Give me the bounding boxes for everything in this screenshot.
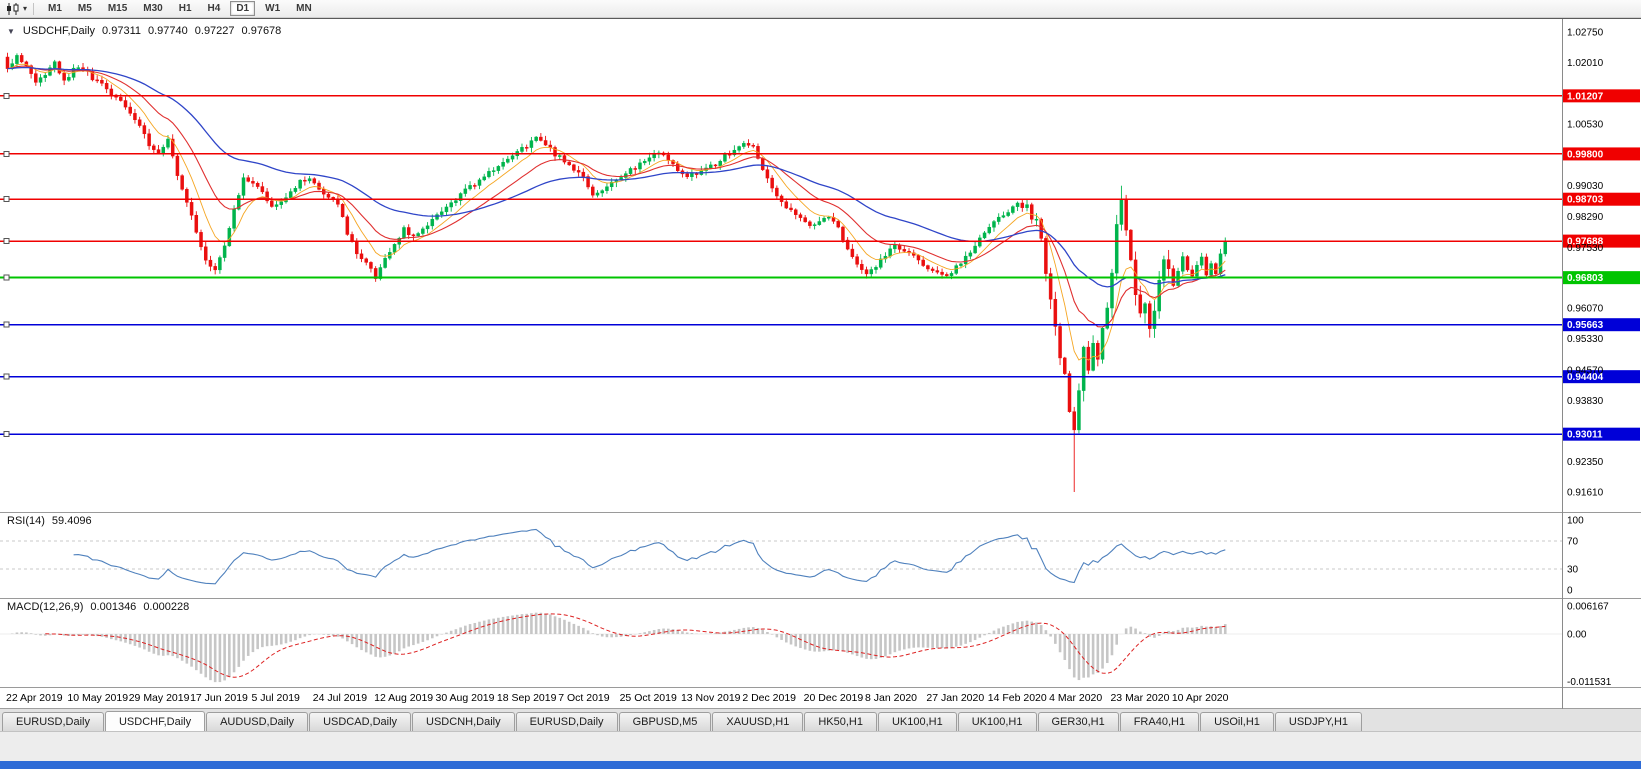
taskbar-strip [0,761,1641,769]
timeframe-button-m15[interactable]: M15 [102,1,133,16]
svg-text:0.98290: 0.98290 [1567,212,1604,223]
chart-tab-bar: EURUSD,Daily USDCHF,Daily AUDUSD,Daily USDC… [0,708,1641,731]
chart-area: 1.01207 0.99800 0.98703 0.97688 0.96803 0.956… [0,18,1641,709]
svg-text:0.006167: 0.006167 [1567,601,1609,612]
svg-text:0.92350: 0.92350 [1567,457,1604,468]
svg-text:70: 70 [1567,537,1579,548]
chart-tab-audusd-daily[interactable]: AUDUSD,Daily [206,712,309,731]
svg-text:0.98703: 0.98703 [1567,195,1604,206]
chart-tab-usdcnh-daily[interactable]: USDCNH,Daily [412,712,515,731]
svg-text:13 Nov 2019: 13 Nov 2019 [681,692,741,704]
toolbar-separator [33,2,35,15]
svg-text:0.96070: 0.96070 [1567,303,1604,314]
chart-tab-hk50-h1[interactable]: HK50,H1 [804,712,877,731]
svg-text:29 May 2019: 29 May 2019 [129,692,190,704]
status-area [0,731,1641,761]
svg-text:0.93011: 0.93011 [1567,430,1603,441]
svg-text:0.97688: 0.97688 [1567,237,1604,248]
chart-toolbar: ▾ M1 M5 M15 M30 H1 H4 D1 W1 MN [0,0,1641,18]
svg-text:0.93830: 0.93830 [1567,396,1604,407]
timeframe-button-w1[interactable]: W1 [259,1,286,16]
candlestick-glyph [7,2,19,15]
svg-text:1.00530: 1.00530 [1567,119,1604,130]
svg-text:0.99030: 0.99030 [1567,181,1604,192]
timeframe-button-m5[interactable]: M5 [72,1,98,16]
svg-text:-0.011531: -0.011531 [1567,677,1612,688]
svg-text:0.97530: 0.97530 [1567,243,1604,254]
svg-text:20 Dec 2019: 20 Dec 2019 [804,692,864,704]
svg-text:0.95330: 0.95330 [1567,334,1604,345]
svg-text:1.02750: 1.02750 [1567,28,1604,39]
svg-text:100: 100 [1567,516,1584,527]
svg-text:17 Jun 2019: 17 Jun 2019 [190,692,248,704]
chart-tab-fra40-h1[interactable]: FRA40,H1 [1119,712,1200,731]
timeframe-button-h4[interactable]: H4 [202,1,227,16]
svg-text:23 Mar 2020: 23 Mar 2020 [1110,692,1169,704]
svg-text:30 Aug 2019: 30 Aug 2019 [436,692,495,704]
svg-text:1.02010: 1.02010 [1567,58,1604,69]
svg-text:0.96803: 0.96803 [1567,273,1604,284]
svg-text:0.99800: 0.99800 [1567,149,1604,160]
svg-text:0.95663: 0.95663 [1567,320,1604,331]
timeframe-button-d1[interactable]: D1 [230,1,256,16]
chart-tab-gbpusd-m5[interactable]: GBPUSD,M5 [618,712,712,731]
svg-text:8 Jan 2020: 8 Jan 2020 [865,692,917,704]
svg-text:30: 30 [1567,565,1579,576]
chart-tab-uk100-h1[interactable]: UK100,H1 [877,712,957,731]
svg-text:0.00: 0.00 [1567,630,1587,641]
timeframe-button-m1[interactable]: M1 [42,1,68,16]
svg-text:18 Sep 2019: 18 Sep 2019 [497,692,557,704]
timeframe-button-m30[interactable]: M30 [137,1,168,16]
chart-type-dropdown-icon[interactable]: ▾ [23,4,28,13]
svg-text:0.91610: 0.91610 [1567,488,1604,499]
svg-text:22 Apr 2019: 22 Apr 2019 [6,692,63,704]
chart-tab-usdcad-daily[interactable]: USDCAD,Daily [309,712,412,731]
svg-text:5 Jul 2019: 5 Jul 2019 [251,692,300,704]
svg-text:4 Mar 2020: 4 Mar 2020 [1049,692,1102,704]
svg-text:12 Aug 2019: 12 Aug 2019 [374,692,433,704]
chart-tab-ger30-h1[interactable]: GER30,H1 [1037,712,1119,731]
chart-tab-eurusd-daily[interactable]: EURUSD,Daily [2,712,104,731]
svg-text:10 May 2019: 10 May 2019 [67,692,128,704]
svg-text:25 Oct 2019: 25 Oct 2019 [620,692,677,704]
svg-text:1.01207: 1.01207 [1567,91,1604,102]
svg-text:0.94570: 0.94570 [1567,365,1604,376]
svg-text:10 Apr 2020: 10 Apr 2020 [1172,692,1229,704]
svg-text:2 Dec 2019: 2 Dec 2019 [742,692,796,704]
chart-tab-uk100-h1[interactable]: UK100,H1 [957,712,1037,731]
svg-text:0: 0 [1567,586,1573,597]
timeframe-button-h1[interactable]: H1 [173,1,198,16]
chart-canvas[interactable]: 1.01207 0.99800 0.98703 0.97688 0.96803 0.956… [0,19,1641,709]
chart-tab-eurusd-daily[interactable]: EURUSD,Daily [515,712,618,731]
svg-text:0.94404: 0.94404 [1567,372,1604,383]
chart-tab-usdjpy-h1[interactable]: USDJPY,H1 [1274,712,1363,731]
timeframe-button-mn[interactable]: MN [290,1,318,16]
chart-tab-xauusd-h1[interactable]: XAUUSD,H1 [712,712,804,731]
chart-type-icon[interactable] [4,2,22,16]
chart-tab-usdchf-daily[interactable]: USDCHF,Daily [104,711,206,731]
chart-tab-usoil-h1[interactable]: USOil,H1 [1200,712,1274,731]
svg-text:7 Oct 2019: 7 Oct 2019 [558,692,610,704]
svg-text:24 Jul 2019: 24 Jul 2019 [313,692,367,704]
svg-text:14 Feb 2020: 14 Feb 2020 [988,692,1047,704]
svg-text:27 Jan 2020: 27 Jan 2020 [926,692,984,704]
timeframe-buttons: M1 M5 M15 M30 H1 H4 D1 W1 MN [40,1,320,16]
